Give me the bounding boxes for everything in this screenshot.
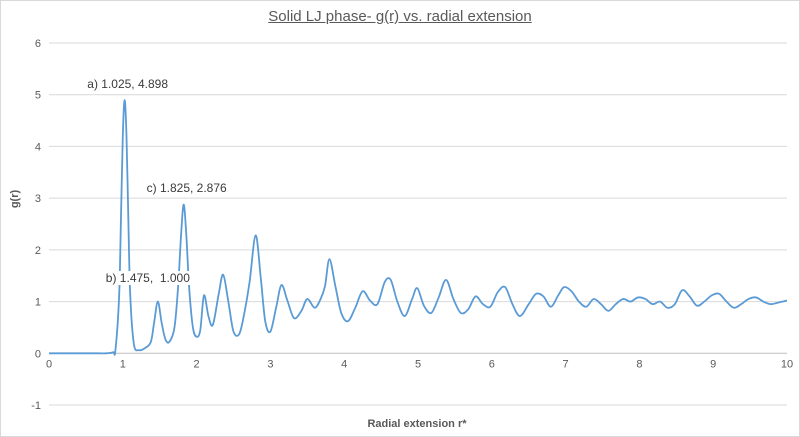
chart-title: Solid LJ phase- g(r) vs. radial extensio…: [268, 8, 532, 25]
x-tick-label-8: 8: [636, 358, 642, 370]
x-tick-label-9: 9: [710, 358, 716, 370]
x-tick-label-3: 3: [267, 358, 273, 370]
x-tick-label-0: 0: [46, 358, 52, 370]
x-tick-label-5: 5: [415, 358, 421, 370]
x-tick-label-2: 2: [194, 358, 200, 370]
x-tick-label-7: 7: [563, 358, 569, 370]
y-tick-label-6: 6: [35, 38, 41, 50]
x-tick-label-1: 1: [120, 358, 126, 370]
y-tick-label-5: 5: [35, 90, 41, 102]
y-tick-label-4: 4: [35, 141, 41, 153]
x-tick-label-10: 10: [781, 358, 793, 370]
y-tick-label-1: 1: [35, 297, 41, 309]
data-label-a: a) 1.025, 4.898: [84, 76, 172, 91]
x-tick-label-6: 6: [489, 358, 495, 370]
y-tick-label-2: 2: [35, 245, 41, 257]
y-tick-label-0: 0: [35, 348, 41, 360]
data-label-b: b) 1.475, 1.000: [102, 270, 193, 285]
data-label-c: c) 1.825, 2.876: [143, 180, 230, 195]
y-tick-label-3: 3: [35, 193, 41, 205]
y-tick-label--1: -1: [31, 400, 41, 412]
x-axis-title: Radial extension r*: [367, 418, 467, 430]
g-r-curve: [49, 99, 787, 356]
x-tick-label-4: 4: [341, 358, 347, 370]
